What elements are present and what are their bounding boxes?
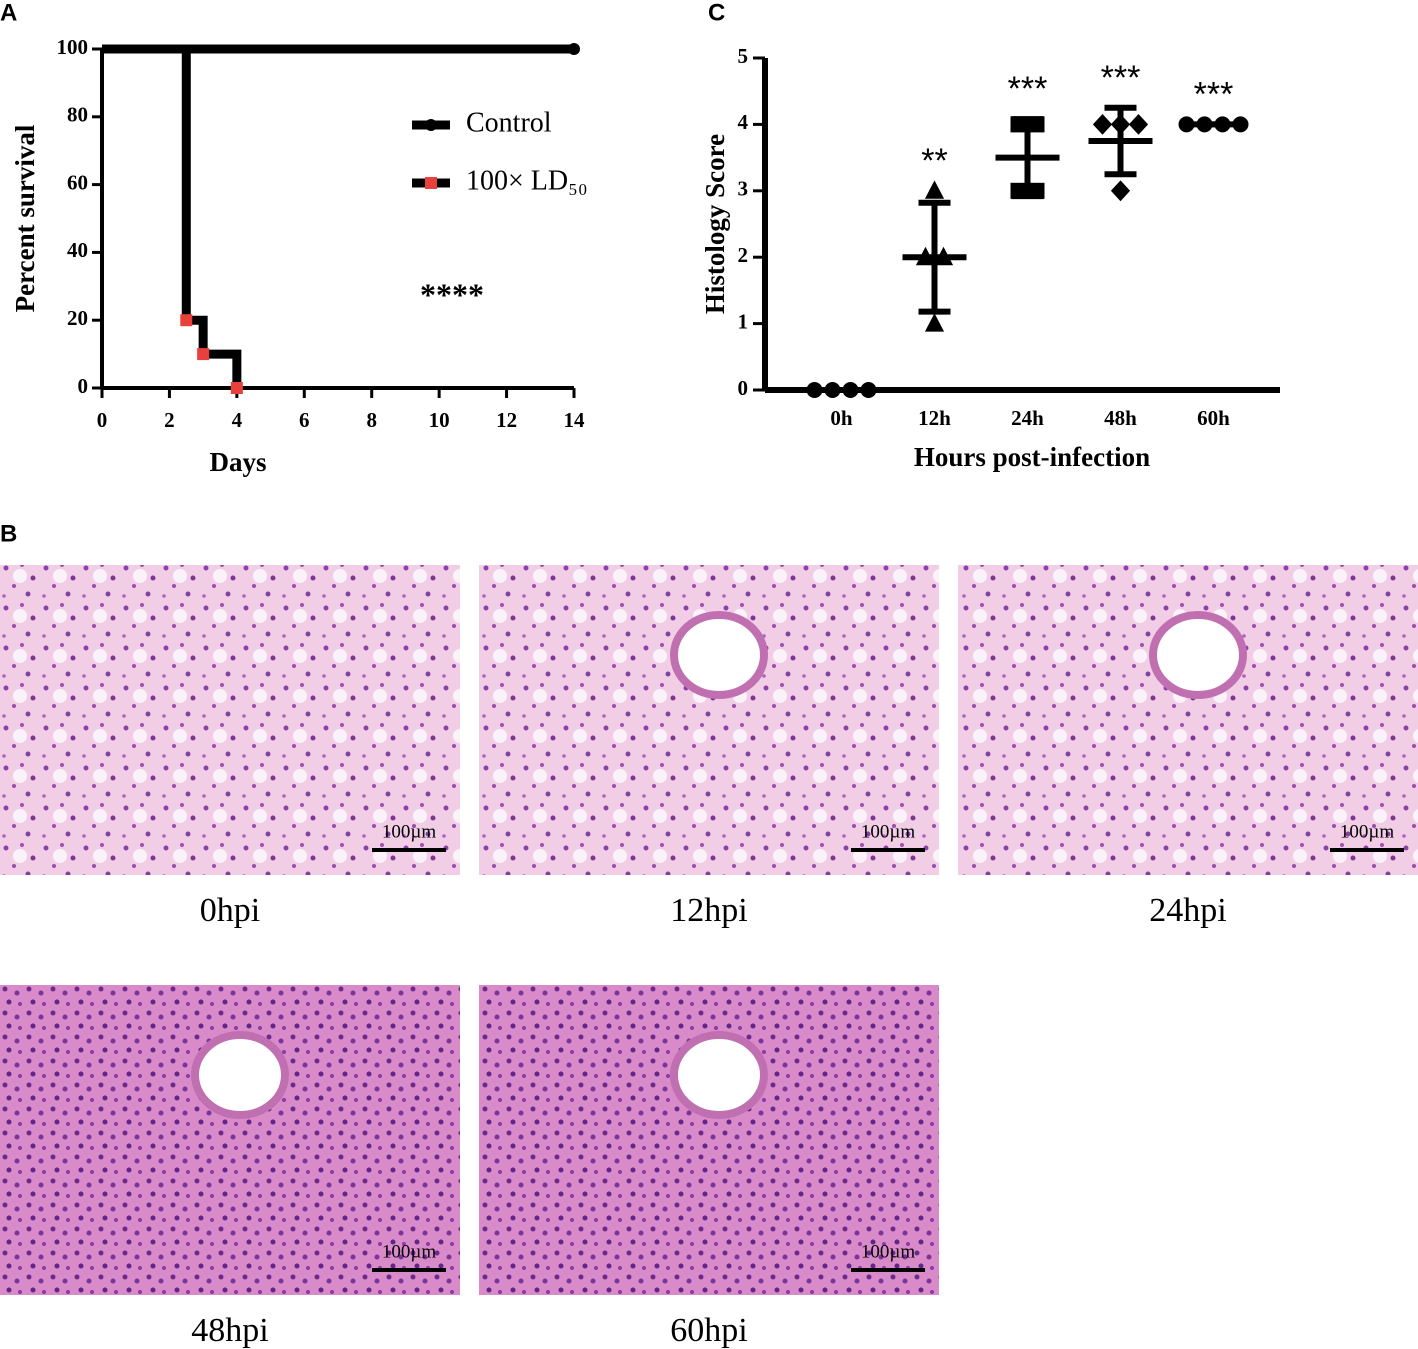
panel-label: A (0, 0, 17, 26)
y-tick-label: 3 (738, 177, 749, 201)
micrograph-caption: 24hpi (1149, 892, 1226, 929)
marker (1092, 114, 1113, 135)
x-tick-label: 24h (1011, 406, 1044, 430)
x-tick-label: 6 (299, 408, 310, 432)
scale-bar-label: 100µm (382, 1241, 436, 1262)
y-tick-label: 80 (67, 103, 88, 127)
x-tick-label: 2 (164, 408, 175, 432)
marker (924, 313, 945, 332)
x-tick-label: 12h (918, 406, 951, 430)
micrograph-caption: 0hpi (200, 892, 260, 929)
marker (568, 43, 580, 55)
y-tick-label: 100 (57, 35, 89, 59)
marker (180, 314, 193, 327)
marker (425, 119, 437, 131)
significance: *** (1194, 75, 1234, 113)
scale-bar-label: 100µm (861, 821, 915, 842)
scale-bar-label: 100µm (861, 1241, 915, 1262)
airway (1149, 611, 1247, 699)
y-tick-label: 5 (738, 44, 749, 68)
y-tick-label: 1 (738, 309, 749, 333)
y-axis-label: Percent survival (10, 124, 40, 312)
panel-label: B (0, 520, 17, 547)
marker (230, 382, 243, 394)
significance: ** (921, 142, 947, 180)
legend-label: 100× LD₅₀ (466, 165, 588, 196)
significance: *** (1008, 70, 1048, 108)
y-tick-label: 20 (67, 306, 88, 330)
legend-label: Control (466, 107, 552, 138)
y-tick-label: 4 (738, 110, 749, 134)
micrograph-caption: 60hpi (670, 1312, 747, 1349)
significance: *** (1101, 59, 1141, 97)
airway (670, 1031, 768, 1119)
marker (1110, 180, 1131, 202)
panel-label: C (708, 0, 725, 26)
y-tick-label: 40 (67, 238, 88, 262)
micrograph (0, 565, 460, 875)
y-tick-label: 0 (78, 374, 89, 398)
airway (670, 611, 768, 699)
micrograph-caption: 12hpi (670, 892, 747, 929)
survival-line (102, 44, 242, 388)
marker (924, 180, 945, 199)
y-tick-label: 60 (67, 170, 88, 194)
x-axis-label: Days (209, 447, 266, 477)
x-tick-label: 14 (564, 408, 586, 432)
marker (197, 348, 210, 361)
marker (425, 177, 437, 189)
scale-bar-label: 100µm (382, 821, 436, 842)
y-tick-label: 2 (738, 243, 749, 267)
x-tick-label: 60h (1197, 406, 1230, 430)
x-tick-label: 48h (1104, 406, 1137, 430)
x-tick-label: 8 (366, 408, 377, 432)
x-tick-label: 12 (496, 408, 517, 432)
x-tick-label: 0 (97, 408, 108, 432)
marker (1128, 114, 1149, 135)
annotation: **** (420, 276, 484, 312)
x-tick-label: 10 (429, 408, 450, 432)
x-tick-label: 0h (830, 406, 853, 430)
micrograph-caption: 48hpi (191, 1312, 268, 1349)
airway (191, 1031, 289, 1119)
y-tick-label: 0 (738, 376, 749, 400)
x-tick-label: 4 (232, 408, 243, 432)
scale-bar-label: 100µm (1340, 821, 1394, 842)
x-axis-label: Hours post-infection (914, 442, 1150, 472)
y-axis-label: Histology Score (700, 134, 730, 314)
